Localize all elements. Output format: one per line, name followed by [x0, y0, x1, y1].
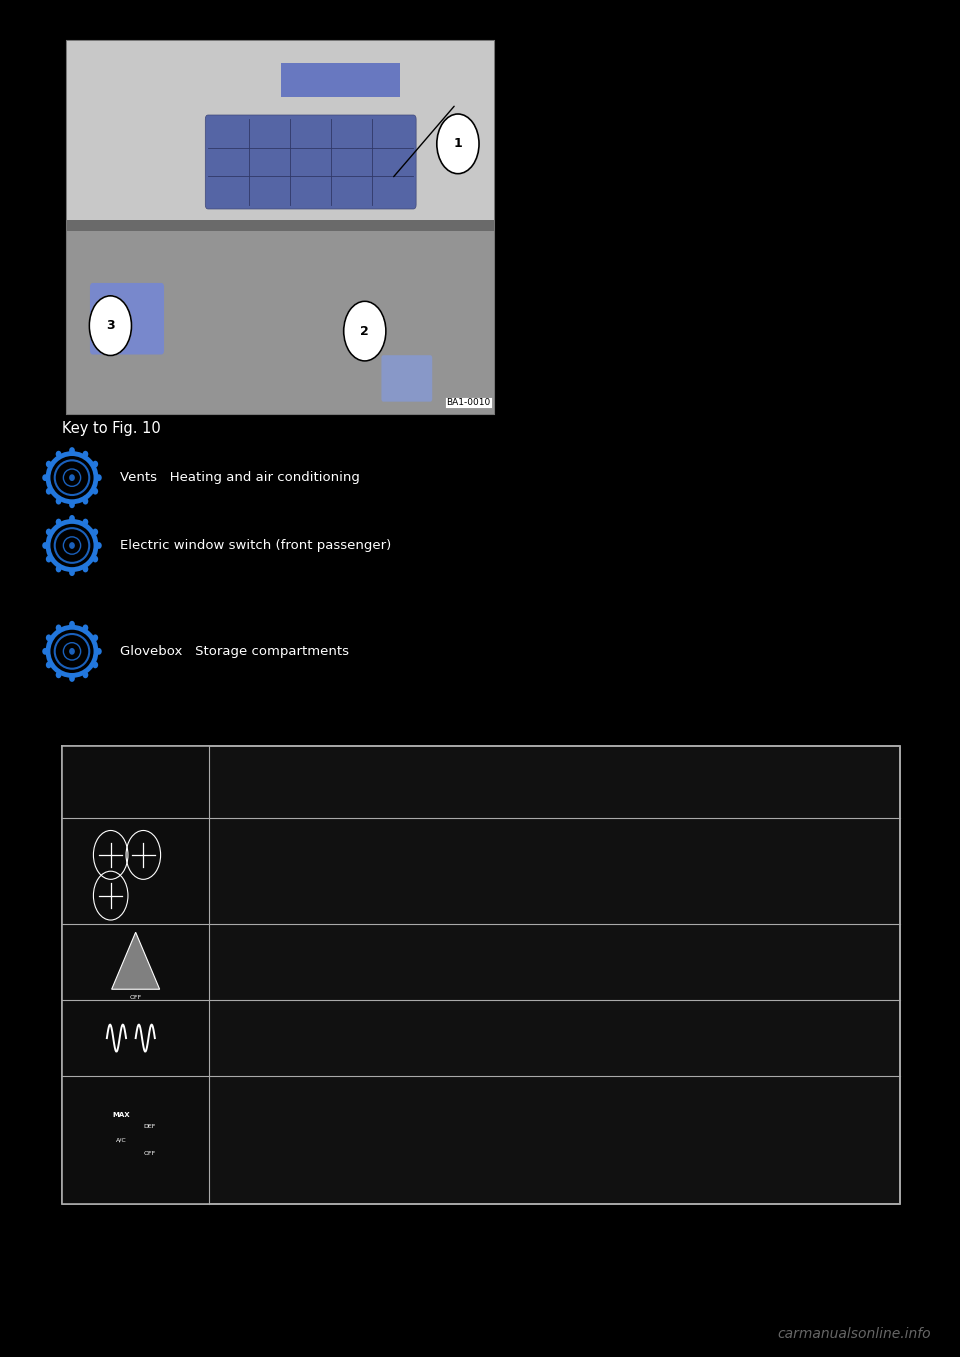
Circle shape: [344, 301, 386, 361]
Ellipse shape: [46, 661, 52, 669]
Ellipse shape: [69, 676, 75, 683]
FancyBboxPatch shape: [62, 1076, 209, 1204]
Text: OFF: OFF: [130, 995, 142, 1000]
Text: Vents   Heating and air conditioning: Vents Heating and air conditioning: [120, 471, 360, 484]
Ellipse shape: [69, 620, 75, 627]
Ellipse shape: [42, 543, 48, 550]
Ellipse shape: [46, 556, 52, 563]
Ellipse shape: [69, 649, 75, 655]
Ellipse shape: [46, 461, 52, 468]
Ellipse shape: [92, 556, 98, 563]
FancyBboxPatch shape: [67, 41, 494, 414]
Ellipse shape: [69, 502, 75, 509]
Text: Electric window switch (front passenger): Electric window switch (front passenger): [120, 539, 392, 552]
FancyBboxPatch shape: [62, 1000, 209, 1076]
Ellipse shape: [46, 635, 52, 642]
Text: BA1-0010: BA1-0010: [446, 398, 491, 407]
FancyBboxPatch shape: [67, 231, 494, 414]
FancyBboxPatch shape: [62, 924, 209, 1000]
Ellipse shape: [42, 475, 48, 482]
Text: A/C: A/C: [116, 1137, 127, 1143]
FancyBboxPatch shape: [90, 284, 164, 354]
Text: OFF: OFF: [144, 1151, 156, 1156]
Ellipse shape: [92, 661, 98, 669]
Ellipse shape: [96, 543, 102, 550]
FancyBboxPatch shape: [62, 818, 209, 924]
Ellipse shape: [56, 451, 61, 457]
Ellipse shape: [69, 446, 75, 455]
FancyBboxPatch shape: [62, 746, 209, 818]
Ellipse shape: [56, 498, 61, 505]
Ellipse shape: [69, 475, 75, 482]
Ellipse shape: [96, 475, 102, 482]
Text: 2: 2: [360, 324, 370, 338]
Text: 3: 3: [107, 319, 114, 332]
FancyBboxPatch shape: [67, 220, 494, 231]
FancyBboxPatch shape: [280, 64, 400, 96]
Text: Key to Fig. 10: Key to Fig. 10: [62, 421, 161, 436]
Text: MAX: MAX: [112, 1113, 130, 1118]
FancyBboxPatch shape: [205, 115, 416, 209]
Ellipse shape: [56, 566, 61, 573]
Ellipse shape: [42, 649, 48, 655]
FancyBboxPatch shape: [381, 356, 432, 402]
Text: Glovebox   Storage compartments: Glovebox Storage compartments: [120, 645, 349, 658]
Circle shape: [437, 114, 479, 174]
Ellipse shape: [92, 528, 98, 536]
Ellipse shape: [46, 487, 52, 495]
Ellipse shape: [92, 487, 98, 495]
Ellipse shape: [96, 649, 102, 655]
Ellipse shape: [56, 672, 61, 678]
Ellipse shape: [69, 516, 75, 522]
Text: DEF: DEF: [144, 1124, 156, 1129]
FancyBboxPatch shape: [62, 746, 900, 1204]
Text: carmanualsonline.info: carmanualsonline.info: [778, 1327, 931, 1341]
Ellipse shape: [83, 672, 88, 678]
Ellipse shape: [83, 498, 88, 505]
Ellipse shape: [56, 518, 61, 525]
Text: 1: 1: [453, 137, 463, 151]
Ellipse shape: [46, 528, 52, 536]
Ellipse shape: [83, 451, 88, 457]
Ellipse shape: [69, 543, 75, 550]
Ellipse shape: [92, 635, 98, 642]
Polygon shape: [111, 932, 159, 989]
Ellipse shape: [83, 518, 88, 525]
Ellipse shape: [92, 461, 98, 468]
FancyBboxPatch shape: [67, 41, 494, 228]
Ellipse shape: [83, 624, 88, 631]
Ellipse shape: [56, 624, 61, 631]
Ellipse shape: [83, 566, 88, 573]
Ellipse shape: [69, 570, 75, 577]
Circle shape: [89, 296, 132, 356]
